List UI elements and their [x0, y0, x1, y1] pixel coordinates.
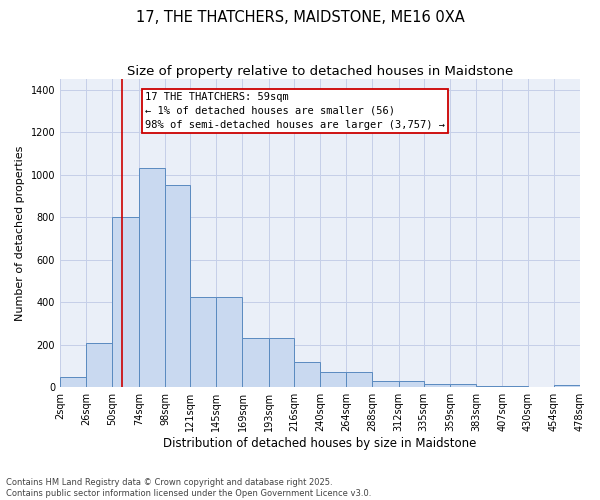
- Bar: [112, 218, 139, 388]
- Y-axis label: Number of detached properties: Number of detached properties: [15, 146, 25, 321]
- Bar: [216, 297, 242, 388]
- Bar: [398, 381, 424, 388]
- Bar: [424, 384, 450, 388]
- Bar: [373, 381, 398, 388]
- Text: 17 THE THATCHERS: 59sqm
← 1% of detached houses are smaller (56)
98% of semi-det: 17 THE THATCHERS: 59sqm ← 1% of detached…: [145, 92, 445, 130]
- Bar: [554, 385, 580, 388]
- Bar: [320, 372, 346, 388]
- Bar: [476, 386, 502, 388]
- Bar: [269, 338, 294, 388]
- Text: 17, THE THATCHERS, MAIDSTONE, ME16 0XA: 17, THE THATCHERS, MAIDSTONE, ME16 0XA: [136, 10, 464, 25]
- Bar: [450, 384, 476, 388]
- X-axis label: Distribution of detached houses by size in Maidstone: Distribution of detached houses by size …: [163, 437, 477, 450]
- Bar: [190, 297, 216, 388]
- Text: Contains HM Land Registry data © Crown copyright and database right 2025.
Contai: Contains HM Land Registry data © Crown c…: [6, 478, 371, 498]
- Bar: [139, 168, 165, 388]
- Bar: [165, 186, 190, 388]
- Bar: [346, 372, 373, 388]
- Bar: [60, 376, 86, 388]
- Bar: [86, 342, 112, 388]
- Title: Size of property relative to detached houses in Maidstone: Size of property relative to detached ho…: [127, 65, 513, 78]
- Bar: [502, 386, 527, 388]
- Bar: [294, 362, 320, 388]
- Bar: [242, 338, 269, 388]
